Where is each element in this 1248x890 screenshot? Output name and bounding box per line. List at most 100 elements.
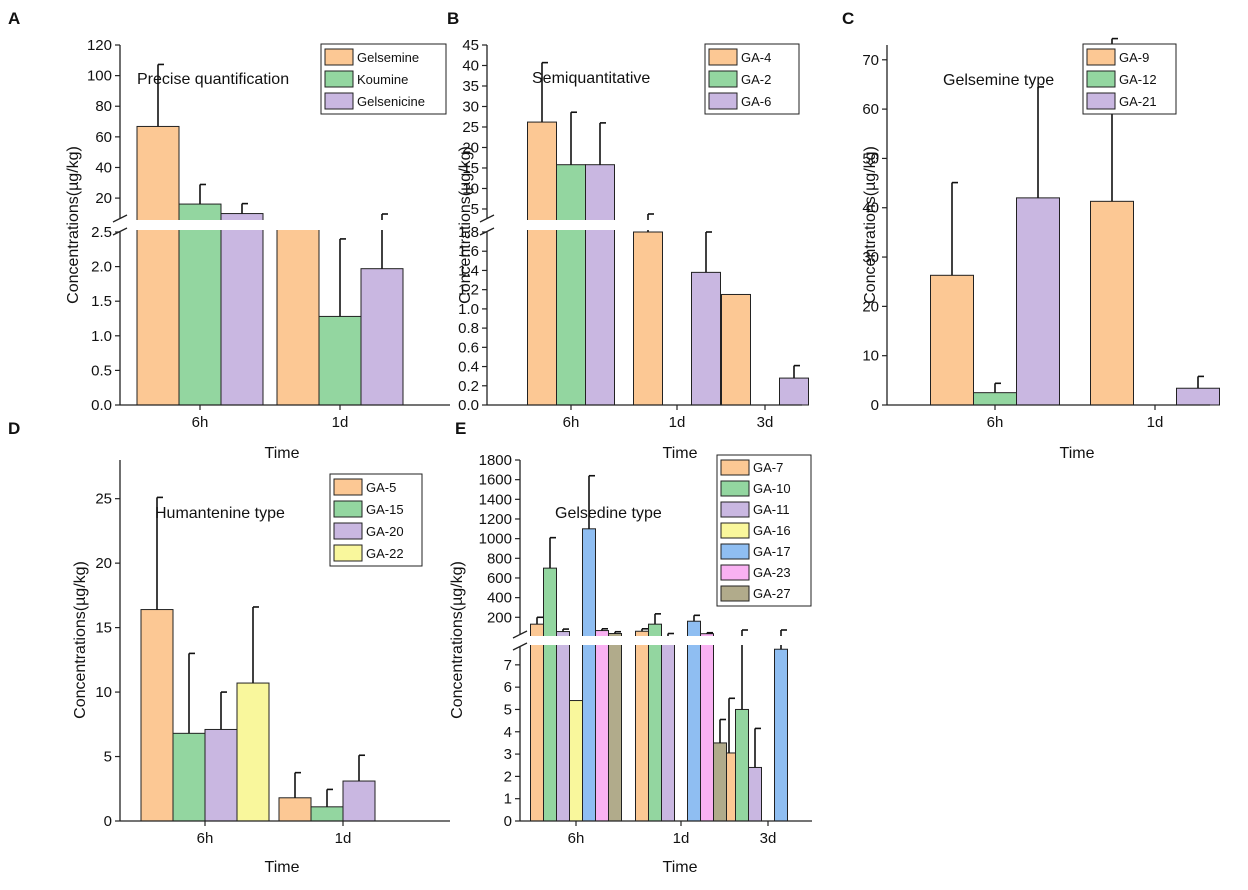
y-tick-label: 70: [862, 52, 879, 69]
bar: [633, 231, 663, 406]
y-tick-label: 45: [462, 37, 479, 54]
bar: [713, 742, 727, 822]
bar: [721, 293, 751, 406]
x-tick-label: 1d: [332, 414, 349, 431]
y-tick-label: 60: [95, 129, 112, 146]
y-tick-label: 1.8: [458, 224, 479, 241]
y-tick-label: 20: [95, 555, 112, 572]
bar: [973, 392, 1017, 406]
bar: [700, 633, 714, 822]
y-tick-label: 0.2: [458, 378, 479, 395]
panel-D: D Time Concentrations(µg/kg) 0 5 10 15 20 25 6h 1d…: [8, 419, 450, 876]
legend-box: [716, 454, 812, 607]
y-tick-label: 5: [104, 749, 112, 766]
bar: [569, 700, 583, 822]
legend-label: GA-2: [741, 72, 771, 87]
y-tick-label: 30: [462, 98, 479, 115]
legend-swatch: [720, 459, 750, 476]
y-tick-label: 1000: [479, 531, 512, 548]
legend-swatch: [720, 564, 750, 581]
bar: [360, 268, 404, 406]
y-tick-label: 5: [504, 701, 512, 718]
y-tick-label: 1.4: [458, 262, 479, 279]
bar: [779, 377, 809, 406]
x-tick-label: 1d: [335, 830, 352, 847]
y-tick-label: 40: [95, 159, 112, 176]
bar: [1090, 200, 1134, 406]
legend-swatch: [1086, 70, 1116, 88]
bar: [220, 213, 264, 406]
legend-label: GA-15: [366, 502, 404, 517]
bar: [661, 642, 675, 822]
y-tick-label: 1600: [479, 472, 512, 489]
y-tick-label: 1400: [479, 491, 512, 508]
legend-swatch: [333, 478, 363, 496]
y-tick-label: 20: [95, 190, 112, 207]
panel-B: B Time Concentrations(µg/kg) 0.0 0.2 0.4 0.6 0.…: [447, 9, 809, 462]
legend-label: GA-7: [753, 460, 783, 475]
y-tick-label: 1: [504, 791, 512, 808]
y-axis-title: Concentrations(µg/kg): [72, 561, 89, 719]
x-tick-label: 1d: [1147, 414, 1164, 431]
bar: [687, 620, 701, 822]
y-tick-label: 1.5: [91, 293, 112, 310]
y-tick-label: 3: [504, 746, 512, 763]
bar: [278, 797, 312, 822]
y-tick-label: 0.0: [91, 397, 112, 414]
y-tick-label: 60: [862, 101, 879, 118]
axis-break-gap: [108, 220, 452, 230]
legend-swatch: [720, 543, 750, 560]
bar: [556, 631, 570, 822]
panel-letter: E: [455, 419, 466, 438]
panel-E: E Time Concentrations(µg/kg) 0 1 2 3 4 5 6 7 200 400…: [449, 419, 814, 876]
y-tick-label: 7: [504, 657, 512, 674]
x-tick-label: 1d: [673, 830, 690, 847]
bar: [608, 633, 622, 822]
panel-letter: A: [8, 9, 20, 28]
y-tick-label: 1.0: [91, 328, 112, 345]
legend-label: GA-4: [741, 50, 771, 65]
chart-annotation: Humantenine type: [155, 505, 285, 522]
bar: [1176, 387, 1220, 406]
y-tick-label: 40: [462, 57, 479, 74]
legend-label: GA-6: [741, 94, 771, 109]
x-axis-title: Time: [265, 445, 300, 462]
x-axis-title: Time: [1060, 445, 1095, 462]
bar: [648, 623, 662, 822]
y-tick-label: 0.0: [458, 397, 479, 414]
legend-label: Gelsenicine: [357, 94, 425, 109]
x-tick-label: 6h: [987, 414, 1004, 431]
y-tick-label: 40: [862, 200, 879, 217]
legend-swatch: [333, 544, 363, 562]
legend-label: Koumine: [357, 72, 408, 87]
legend-swatch: [324, 48, 354, 66]
bar: [735, 708, 749, 822]
y-tick-label: 15: [95, 620, 112, 637]
y-tick-label: 80: [95, 98, 112, 115]
x-tick-label: 6h: [192, 414, 209, 431]
legend-label: GA-22: [366, 546, 404, 561]
legend-label: GA-5: [366, 480, 396, 495]
legend-swatch: [720, 522, 750, 539]
panel-C: C Time Concentrations(µg/kg) 0 10 20 30 40 50 60 7…: [842, 9, 1220, 462]
y-tick-label: 20: [862, 298, 879, 315]
y-tick-label: 600: [487, 570, 512, 587]
y-tick-label: 2.0: [91, 259, 112, 276]
chart-annotation: Gelsedine type: [555, 505, 662, 522]
y-axis-title: Concentrations(µg/kg): [65, 146, 82, 304]
chart-annotation: Gelsemine type: [943, 72, 1054, 89]
y-tick-label: 800: [487, 550, 512, 567]
legend-label: Gelsemine: [357, 50, 419, 65]
bar: [136, 125, 180, 406]
axis-break-mark: [112, 214, 128, 223]
legend-swatch: [333, 500, 363, 518]
panel-letter: C: [842, 9, 854, 28]
bar: [318, 315, 362, 406]
x-tick-label: 3d: [760, 830, 777, 847]
y-tick-label: 10: [462, 180, 479, 197]
legend-label: GA-27: [753, 586, 791, 601]
legend-label: GA-12: [1119, 72, 1157, 87]
x-tick-label: 6h: [197, 830, 214, 847]
y-tick-label: 35: [462, 78, 479, 95]
bar: [140, 609, 174, 822]
